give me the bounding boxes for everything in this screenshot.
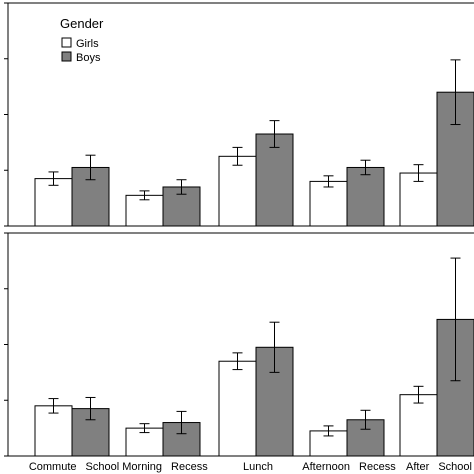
category-label-4: After School — [406, 461, 472, 473]
bar-girls-1 — [125, 194, 164, 227]
bar-girls-0 — [34, 405, 73, 457]
legend-swatch-boys — [61, 51, 72, 62]
legend: Gender Girls Boys — [60, 16, 104, 64]
bar-girls-2 — [218, 360, 257, 457]
category-label-3: Afternoon Recess — [302, 461, 396, 473]
bottom-panel — [4, 232, 474, 457]
bar-girls-4 — [399, 394, 438, 457]
legend-swatch-girls — [61, 37, 72, 48]
legend-label-girls: Girls — [76, 38, 99, 50]
legend-title: Gender — [60, 16, 104, 31]
legend-label-boys: Boys — [76, 52, 101, 64]
top-panel — [4, 2, 474, 227]
bar-girls-2 — [218, 155, 257, 227]
category-label-0: Commute School — [29, 461, 119, 473]
category-label-1: Morning Recess — [122, 461, 208, 473]
category-label-2: Lunch — [243, 461, 273, 473]
bar-girls-3 — [309, 180, 348, 227]
bar-boys-2 — [255, 133, 294, 227]
category-labels: Commute School Morning Recess Lunch Afterno… — [29, 461, 472, 473]
bar-boys-3 — [346, 166, 385, 227]
bar-girls-0 — [34, 178, 73, 227]
